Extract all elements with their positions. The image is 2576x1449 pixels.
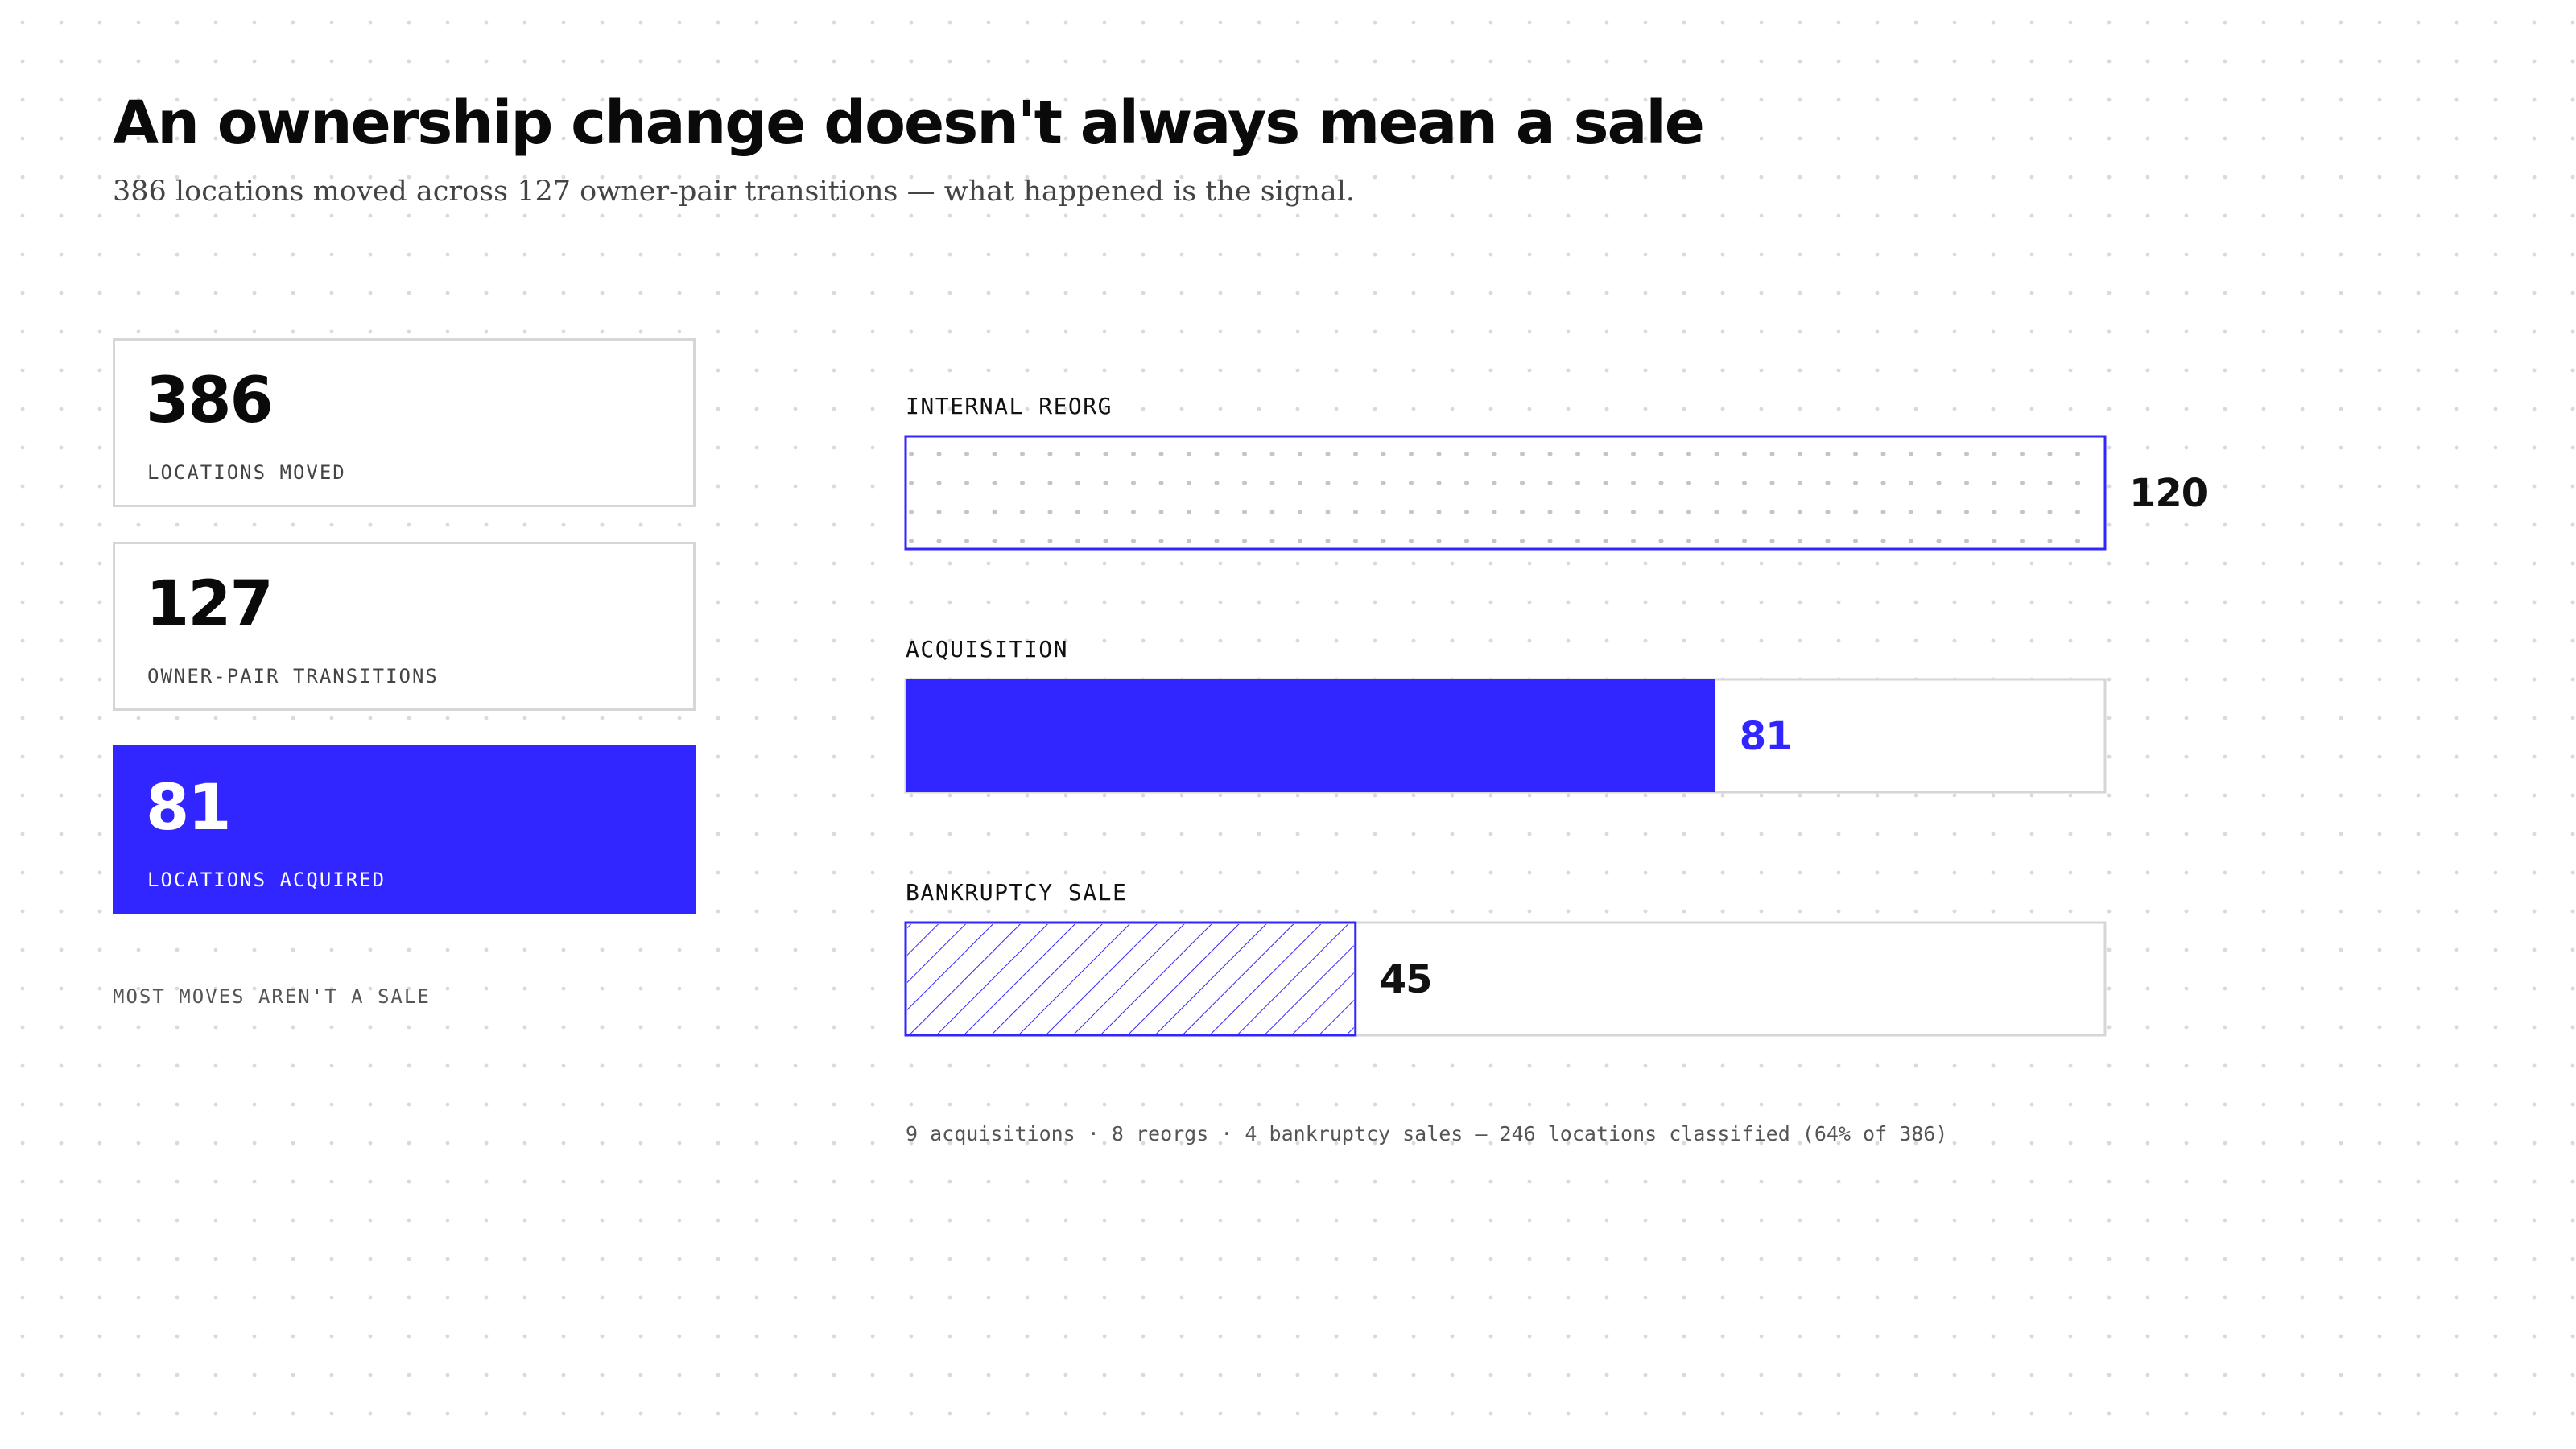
stat-label: LOCATIONS MOVED xyxy=(147,461,346,484)
bar-pattern-bankruptcy-sale xyxy=(907,924,1354,1034)
bar-chart: INTERNAL REORG 120 ACQUISITION 81 BANKRUPTCY… xyxy=(904,393,2208,1037)
bar-acquisition xyxy=(906,679,1715,792)
chart-title: An ownership change doesn't always mean … xyxy=(113,89,1705,158)
chart-subtitle: 386 locations moved across 127 owner-pai… xyxy=(113,175,1356,208)
chart-footnote: 9 acquisitions · 8 reorgs · 4 bankruptcy… xyxy=(906,1122,1948,1146)
value-label-acquisition: 81 xyxy=(1740,714,1792,759)
category-label-acquisition: ACQUISITION xyxy=(906,636,1068,663)
stat-card-locations-moved: 386 LOCATIONS MOVED xyxy=(113,338,696,507)
stat-value: 81 xyxy=(146,772,232,844)
stat-card-owner-pair-transitions: 127 OWNER-PAIR TRANSITIONS xyxy=(113,542,696,711)
category-label-internal-reorg: INTERNAL REORG xyxy=(906,393,1113,419)
stat-value: 127 xyxy=(146,568,274,641)
stat-value: 386 xyxy=(146,365,274,437)
bar-group: INTERNAL REORG 120 ACQUISITION 81 BANKRUPTCY… xyxy=(904,393,2208,1037)
category-label-bankruptcy-sale: BANKRUPTCY SALE xyxy=(906,879,1127,906)
stats-note: MOST MOVES AREN'T A SALE xyxy=(113,985,431,1008)
value-label-bankruptcy-sale: 45 xyxy=(1380,957,1432,1002)
bar-pattern-internal-reorg xyxy=(907,438,2103,547)
stat-label: LOCATIONS ACQUIRED xyxy=(147,869,386,891)
stat-label: OWNER-PAIR TRANSITIONS xyxy=(147,665,439,687)
stat-card-locations-acquired: 81 LOCATIONS ACQUIRED xyxy=(113,745,696,914)
value-label-internal-reorg: 120 xyxy=(2129,471,2207,516)
